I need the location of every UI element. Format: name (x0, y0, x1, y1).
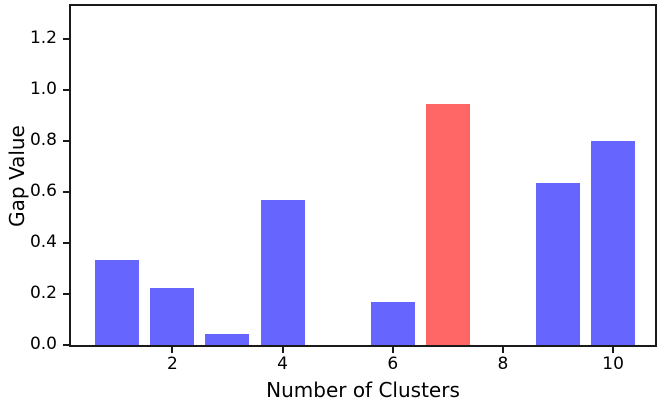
x-tick-label: 8 (497, 354, 509, 374)
bar-cluster-3 (205, 333, 250, 345)
bar-cluster-1 (95, 259, 140, 345)
y-tick-mark (63, 38, 71, 41)
bar-cluster-9 (536, 183, 581, 345)
plot-area-inner: Number of Clusters Gap Value 2 4 6 8 10 0.0 0.… (5, 6, 655, 402)
y-tick-label: 0.0 (29, 334, 57, 354)
bar-cluster-10 (591, 141, 636, 345)
bar-cluster-7 (425, 104, 470, 345)
bar-cluster-4 (260, 199, 305, 345)
x-axis-label: Number of Clusters (266, 378, 460, 402)
y-tick-mark (63, 191, 71, 194)
x-tick-label: 10 (602, 354, 624, 374)
y-tick-mark (63, 89, 71, 92)
y-tick-mark (63, 140, 71, 143)
y-tick-mark (63, 293, 71, 295)
x-tick-mark (391, 345, 394, 353)
x-tick-mark (612, 345, 615, 353)
x-tick-mark (501, 345, 504, 353)
bar-cluster-6 (370, 301, 415, 345)
x-tick-label: 4 (277, 354, 288, 374)
y-tick-label: 0.6 (29, 181, 57, 202)
y-tick-mark (63, 344, 71, 346)
y-tick-label: 1.0 (29, 79, 57, 100)
y-tick-label: 0.4 (29, 232, 57, 252)
y-tick-mark (63, 242, 71, 244)
y-tick-label: 1.2 (29, 28, 57, 49)
plot-area: Number of Clusters Gap Value 2 4 6 8 10 0.0 0.… (5, 4, 657, 402)
x-tick-label: 2 (166, 354, 178, 374)
y-tick-label: 0.8 (29, 130, 57, 151)
bar-cluster-2 (150, 287, 195, 345)
x-tick-mark (281, 345, 284, 353)
x-tick-mark (171, 345, 174, 353)
y-tick-label: 0.2 (29, 283, 57, 303)
x-tick-label: 6 (387, 354, 399, 374)
